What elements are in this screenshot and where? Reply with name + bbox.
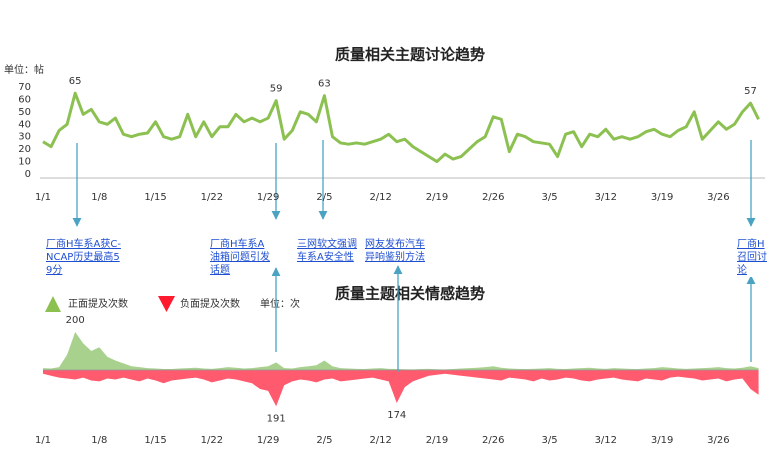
x-tick-label: 1/15 xyxy=(144,435,166,446)
x-tick-label: 1/15 xyxy=(144,192,166,203)
line xyxy=(42,91,760,164)
x-tick-label: 2/5 xyxy=(316,435,332,446)
y-tick-label: 70 xyxy=(18,82,31,93)
data-label: 65 xyxy=(69,76,82,87)
y-tick-label: 40 xyxy=(18,119,31,130)
chart-title: 质量主题相关情感趋势 xyxy=(335,285,485,303)
annotation-link[interactable]: 三网软文强调车系A安全性 xyxy=(297,238,359,264)
annotation-link[interactable]: 厂商H车系A油箱问题引发话题 xyxy=(210,238,272,277)
x-tick-label: 2/19 xyxy=(426,192,448,203)
x-tick-label: 1/1 xyxy=(35,192,51,203)
x-tick-label: 2/19 xyxy=(426,435,448,446)
chart-title: 质量相关主题讨论趋势 xyxy=(335,46,485,64)
annotation-link[interactable]: 厂商H召回讨论 xyxy=(737,238,768,277)
unit-label: 单位：帖 xyxy=(4,63,44,76)
x-tick-label: 3/26 xyxy=(707,435,729,446)
x-tick-label: 2/12 xyxy=(369,192,391,203)
data-label: 200 xyxy=(66,315,85,326)
x-tick-label: 1/29 xyxy=(257,435,279,446)
y-tick-label: 10 xyxy=(18,157,31,168)
x-tick-label: 1/29 xyxy=(257,192,279,203)
x-tick-label: 1/1 xyxy=(35,435,51,446)
x-tick-label: 2/5 xyxy=(316,192,332,203)
x-tick-label: 1/8 xyxy=(91,435,107,446)
data-label: 174 xyxy=(387,410,406,421)
y-tick-label: 60 xyxy=(18,94,31,105)
annotation-link[interactable]: 厂商H车系A获C-NCAP历史最高59分 xyxy=(46,238,126,277)
legend-marker xyxy=(45,296,61,312)
annotation-link[interactable]: 网友发布汽车异响鉴别方法 xyxy=(365,238,427,264)
data-label: 59 xyxy=(270,84,283,95)
data-label: 57 xyxy=(744,86,757,97)
y-tick-label: 50 xyxy=(18,107,31,118)
x-tick-label: 2/26 xyxy=(482,435,504,446)
x-tick-label: 2/26 xyxy=(482,192,504,203)
x-tick-label: 1/22 xyxy=(201,435,223,446)
y-tick-label: 30 xyxy=(18,132,31,143)
x-tick-label: 3/12 xyxy=(595,435,617,446)
unit-label: 单位：次 xyxy=(260,297,300,310)
x-tick-label: 3/5 xyxy=(541,192,557,203)
x-tick-label: 2/12 xyxy=(369,435,391,446)
legend-label: 正面提及次数 xyxy=(68,297,128,310)
area xyxy=(43,370,759,407)
x-tick-label: 1/22 xyxy=(201,192,223,203)
legend-marker xyxy=(158,296,175,312)
area xyxy=(43,332,759,370)
x-tick-label: 1/8 xyxy=(91,192,107,203)
x-tick-label: 3/26 xyxy=(707,192,729,203)
x-tick-label: 3/19 xyxy=(651,192,673,203)
x-tick-label: 3/5 xyxy=(541,435,557,446)
x-tick-label: 3/19 xyxy=(651,435,673,446)
legend-label: 负面提及次数 xyxy=(180,297,240,310)
data-label: 191 xyxy=(267,413,286,424)
y-tick-label: 20 xyxy=(18,144,31,155)
x-tick-label: 3/12 xyxy=(595,192,617,203)
y-tick-label: 0 xyxy=(25,169,31,180)
data-label: 63 xyxy=(318,79,331,90)
